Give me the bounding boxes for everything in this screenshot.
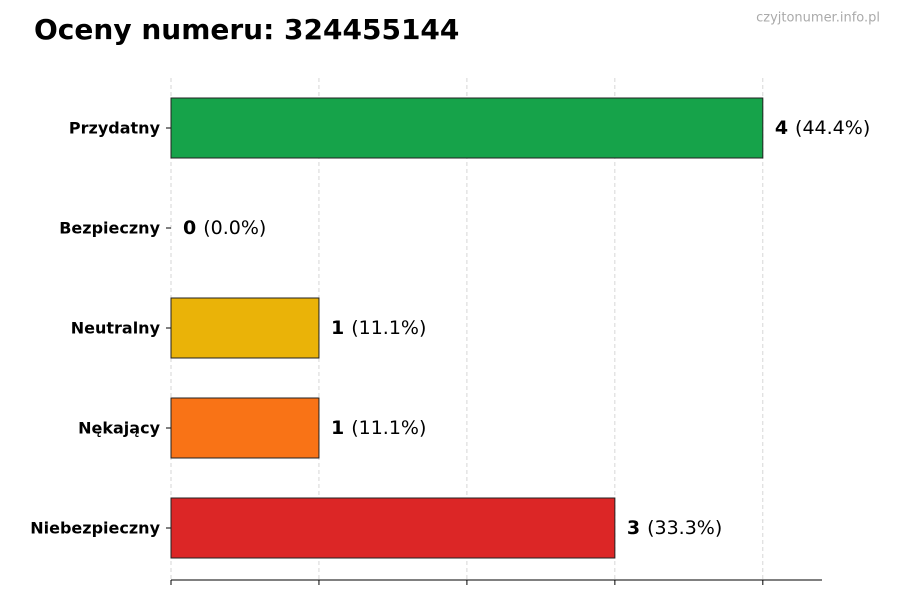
chart-title: Oceny numeru: 324455144 (34, 13, 459, 46)
y-tick-label: Bezpieczny (59, 219, 160, 238)
value-percent: (33.3%) (647, 517, 722, 539)
value-label: 0 (0.0%) (183, 217, 266, 239)
value-count: 1 (331, 317, 344, 339)
value-percent: (44.4%) (795, 117, 870, 139)
bar (170, 297, 320, 359)
y-tick-label: Nękający (78, 419, 160, 438)
bar (170, 97, 764, 159)
value-label: 1 (11.1%) (331, 417, 426, 439)
bar (170, 397, 320, 459)
value-label: 3 (33.3%) (627, 517, 722, 539)
value-label: 4 (44.4%) (775, 117, 870, 139)
y-tick-label: Neutralny (71, 319, 161, 338)
bar (170, 497, 616, 559)
value-count: 1 (331, 417, 344, 439)
y-tick-label: Przydatny (69, 119, 161, 138)
value-count: 0 (183, 217, 196, 239)
value-percent: (0.0%) (203, 217, 266, 239)
value-percent: (11.1%) (351, 317, 426, 339)
watermark: czyjtonumer.info.pl (756, 11, 880, 26)
value-label: 1 (11.1%) (331, 317, 426, 339)
value-count: 3 (627, 517, 640, 539)
y-tick-label: Niebezpieczny (30, 519, 160, 538)
value-percent: (11.1%) (351, 417, 426, 439)
value-count: 4 (775, 117, 788, 139)
